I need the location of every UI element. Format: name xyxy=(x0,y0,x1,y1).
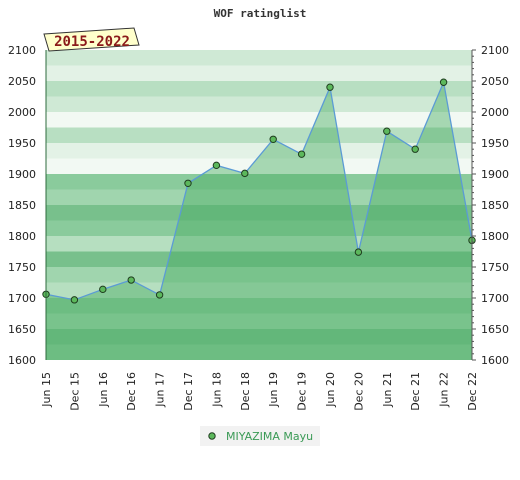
band xyxy=(46,189,472,205)
y-tick-label-right: 2000 xyxy=(481,106,509,119)
y-tick-label-right: 1700 xyxy=(481,292,509,305)
data-point xyxy=(99,285,107,294)
y-tick-label-left: 1800 xyxy=(8,230,36,243)
y-tick-label-left: 1650 xyxy=(8,323,36,336)
y-tick-labels-right: 1600 1650 1700 1750 1800 1850 1900 1950 2000 2050… xyxy=(481,44,509,367)
y-tick-label-right: 2100 xyxy=(481,44,509,57)
data-point xyxy=(70,296,79,304)
band xyxy=(46,298,472,314)
legend-marker xyxy=(208,432,216,440)
x-tick-label: Dec 16 xyxy=(125,372,138,411)
legend-box xyxy=(200,426,320,446)
data-point xyxy=(127,276,135,284)
y-tick-label-right: 1900 xyxy=(481,168,509,181)
legend-label: MIYAZIMA Mayu xyxy=(226,430,313,443)
series-area xyxy=(46,82,472,361)
series-line xyxy=(45,79,473,301)
y-tick-label-left: 2050 xyxy=(8,75,36,88)
band xyxy=(46,127,472,143)
band xyxy=(46,251,472,267)
chart-title: WOF ratinglist xyxy=(214,7,307,20)
line-layer xyxy=(45,79,473,301)
data-point xyxy=(383,127,391,135)
y-tick-label-right: 1750 xyxy=(481,261,509,274)
legend: MIYAZIMA Mayu xyxy=(200,426,320,446)
background-bands xyxy=(46,50,472,360)
x-tick-label: Jun 16 xyxy=(97,372,110,408)
band xyxy=(46,236,472,252)
y-tick-label-right: 1800 xyxy=(481,230,509,243)
x-tick-label: Jun 22 xyxy=(438,372,451,408)
band xyxy=(46,65,472,81)
y-tick-label-left: 1950 xyxy=(8,137,36,150)
x-tick-label: Dec 17 xyxy=(182,372,195,411)
x-tick-label: Dec 22 xyxy=(466,372,479,411)
period-badge-shape xyxy=(43,27,140,52)
x-tick-label: Dec 20 xyxy=(352,372,365,411)
data-point xyxy=(411,145,419,153)
data-point xyxy=(354,248,363,256)
x-tick-label: Jun 17 xyxy=(154,372,167,408)
x-tick-label: Jun 21 xyxy=(381,372,394,408)
y-tick-label-right: 1650 xyxy=(481,323,509,336)
y-tick-label-left: 1600 xyxy=(8,354,36,367)
band xyxy=(46,313,472,329)
band xyxy=(46,344,472,360)
band xyxy=(46,205,472,221)
band xyxy=(46,174,472,190)
y-tick-label-left: 1700 xyxy=(8,292,36,305)
band xyxy=(46,81,472,97)
y-tick-label-left: 1850 xyxy=(8,199,36,212)
x-tick-labels: Jun 15 Dec 15 Jun 16 Dec 16 Jun 17 Dec 17 Jun … xyxy=(40,372,479,411)
data-point xyxy=(326,83,334,91)
data-point xyxy=(212,161,221,170)
band xyxy=(46,143,472,159)
y-tick-label-left: 1900 xyxy=(8,168,36,181)
y-tick-label-right: 1600 xyxy=(481,354,509,367)
x-tick-label: Jun 15 xyxy=(40,372,53,408)
x-tick-label: Dec 18 xyxy=(239,372,252,411)
data-point xyxy=(297,150,306,158)
x-tick-label: Jun 18 xyxy=(210,372,223,408)
y-tick-label-right: 1950 xyxy=(481,137,509,150)
period-badge-text: 2015-2022 xyxy=(54,34,130,50)
x-tick-label: Jun 19 xyxy=(267,372,280,408)
band xyxy=(46,112,472,128)
y-tick-labels-left: 1600 1650 1700 1750 1800 1850 1900 1950 2000 2050… xyxy=(8,44,36,367)
band xyxy=(46,267,472,283)
band xyxy=(46,329,472,345)
data-point xyxy=(439,78,448,86)
band xyxy=(46,50,472,66)
y-tick-label-right: 1850 xyxy=(481,199,509,212)
x-tick-label: Dec 15 xyxy=(68,372,81,411)
x-tick-label: Dec 19 xyxy=(296,372,309,411)
y-tick-label-right: 2050 xyxy=(481,75,509,88)
data-point xyxy=(269,135,277,143)
band xyxy=(46,96,472,112)
data-point xyxy=(155,291,164,299)
y-tick-label-left: 2100 xyxy=(8,44,36,57)
band xyxy=(46,282,472,298)
band xyxy=(46,158,472,174)
area-layer xyxy=(46,82,472,361)
period-badge: 2015-2022 xyxy=(43,27,140,52)
axis-layer xyxy=(45,49,476,361)
x-tick-label: Jun 20 xyxy=(324,372,337,408)
y-tick-label-left: 2000 xyxy=(8,106,36,119)
x-tick-label: Dec 21 xyxy=(409,372,422,411)
data-point xyxy=(241,169,249,178)
data-point xyxy=(184,179,192,188)
y-tick-label-left: 1750 xyxy=(8,261,36,274)
